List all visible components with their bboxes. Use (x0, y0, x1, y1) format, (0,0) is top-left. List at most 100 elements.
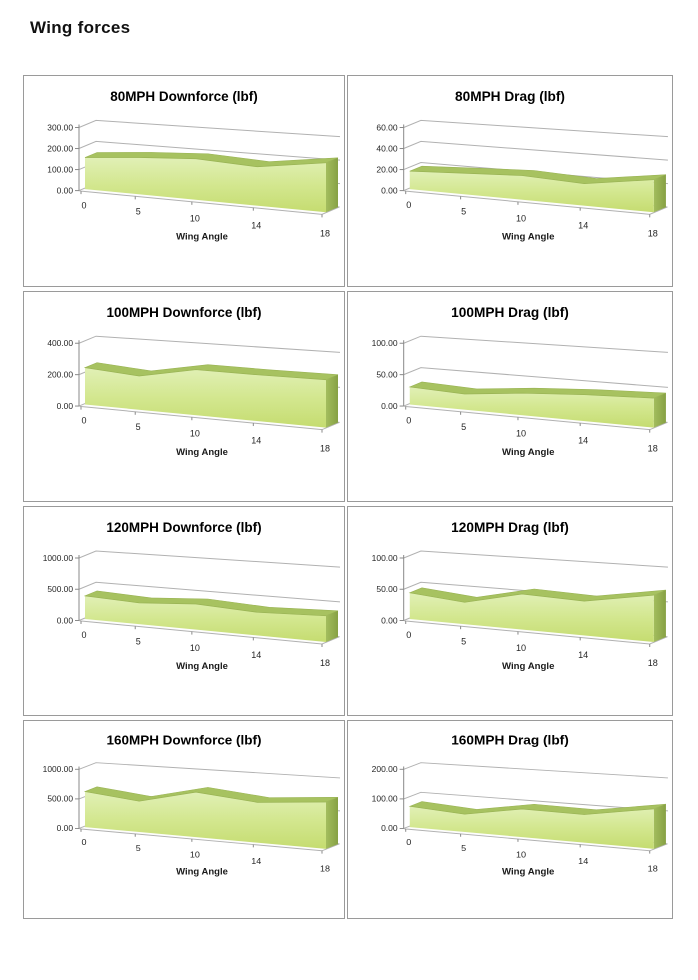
chart-80mph-downforce[interactable]: 0.00 100.00 200.00 300.00 0 5 10 14 18 Wing Angle… (23, 75, 345, 287)
x-tick-label: 14 (251, 436, 261, 446)
chart-160mph-downforce[interactable]: 0.00 500.00 1000.00 0 5 10 14 18 Wing Angle 160MP… (23, 720, 345, 919)
chart-title: 160MPH Drag (lbf) (451, 733, 569, 747)
x-tick-label: 10 (516, 213, 526, 223)
area-front-face (409, 806, 654, 849)
y-tick-label: 200.00 (47, 369, 73, 379)
y-tick-label: 0.00 (57, 615, 74, 625)
x-axis-title: Wing Angle (502, 661, 554, 672)
y-tick-label: 100.00 (47, 164, 73, 174)
chart-100mph-downforce[interactable]: 0.00 200.00 400.00 0 5 10 14 18 Wing Angle 100MPH… (23, 291, 345, 502)
chart-80mph-drag[interactable]: 0.00 20.00 40.00 60.00 0 5 10 14 18 Wing Angle 80M… (347, 75, 673, 287)
y-tick-label: 0.00 (381, 185, 398, 195)
chart-120mph-downforce[interactable]: 0.00 500.00 1000.00 0 5 10 14 18 Wing Angle 120MP… (23, 506, 345, 716)
gridline (403, 140, 668, 161)
charts-grid: 0.00 100.00 200.00 300.00 0 5 10 14 18 Wing Angle… (23, 75, 673, 919)
x-tick-label: 10 (190, 850, 200, 860)
y-tick-label: 400.00 (47, 338, 73, 348)
y-tick-label: 200.00 (47, 143, 73, 153)
y-tick-label: 1000.00 (43, 553, 74, 563)
x-tick-label: 14 (251, 220, 261, 230)
x-tick-label: 18 (648, 444, 658, 454)
x-axis-title: Wing Angle (176, 867, 228, 877)
area-front-top-edge (84, 791, 327, 803)
y-tick-label: 300.00 (47, 122, 73, 132)
x-tick-label: 10 (190, 643, 200, 653)
chart-title: 100MPH Drag (lbf) (451, 305, 569, 320)
x-tick-label: 10 (190, 429, 200, 439)
x-tick-label: 14 (251, 856, 261, 866)
area-front-top-edge (84, 595, 327, 617)
x-tick-label: 14 (251, 650, 261, 660)
x-axis-title: Wing Angle (176, 232, 228, 243)
x-axis-title: Wing Angle (502, 867, 554, 877)
x-tick-label: 14 (578, 650, 588, 660)
x-axis-title: Wing Angle (502, 232, 554, 243)
area-side-face (653, 590, 666, 642)
x-tick-label: 10 (190, 213, 200, 223)
area-side-face (326, 157, 338, 213)
y-tick-label: 1000.00 (43, 765, 74, 774)
chart-160mph-downforce-canvas: 0.00 500.00 1000.00 0 5 10 14 18 Wing Angle 160MP… (43, 733, 341, 877)
y-tick-label: 0.00 (57, 185, 74, 195)
gridline (403, 367, 668, 388)
x-tick-label: 14 (578, 220, 588, 230)
chart-80mph-downforce-canvas: 0.00 100.00 200.00 300.00 0 5 10 14 18 Wing Angle… (47, 89, 341, 243)
area-front-top-edge (84, 157, 327, 168)
area-front-top-edge (409, 386, 654, 399)
x-tick-label: 18 (648, 658, 658, 668)
chart-100mph-downforce-canvas: 0.00 200.00 400.00 0 5 10 14 18 Wing Angle 100MPH… (47, 305, 341, 458)
chart-title: 100MPH Downforce (lbf) (106, 305, 261, 320)
chart-title: 80MPH Downforce (lbf) (110, 89, 258, 104)
y-tick-label: 100.00 (372, 553, 398, 563)
area-front-face (409, 592, 654, 642)
area-side-face (326, 374, 338, 428)
x-axis-title: Wing Angle (502, 447, 554, 458)
x-tick-label: 18 (320, 658, 330, 668)
y-tick-label: 40.00 (376, 143, 398, 153)
x-tick-label: 0 (81, 200, 86, 210)
y-tick-label: 60.00 (376, 122, 398, 132)
area-front-face (85, 595, 326, 642)
area-front-face (409, 386, 654, 428)
x-tick-label: 5 (136, 636, 141, 646)
y-tick-label: 0.00 (381, 615, 398, 625)
y-tick-label: 100.00 (372, 338, 398, 348)
gridline (78, 140, 341, 161)
x-tick-label: 10 (516, 429, 526, 439)
x-tick-label: 14 (578, 856, 588, 866)
chart-160mph-drag[interactable]: 0.00 100.00 200.00 0 5 10 14 18 Wing Angle 160MPH… (347, 720, 673, 919)
chart-120mph-drag[interactable]: 0.00 50.00 100.00 0 5 10 14 18 Wing Angle 120MPH … (347, 506, 673, 716)
area-front-top-edge (409, 170, 654, 184)
x-tick-label: 5 (461, 843, 466, 853)
x-tick-label: 5 (136, 422, 141, 432)
y-tick-label: 50.00 (376, 584, 398, 594)
area-front-face (85, 791, 326, 849)
gridline (78, 119, 341, 138)
x-tick-label: 5 (136, 843, 141, 853)
x-axis-title: Wing Angle (176, 661, 228, 672)
gridline (78, 581, 341, 603)
y-tick-label: 500.00 (47, 584, 73, 594)
chart-100mph-drag[interactable]: 0.00 50.00 100.00 0 5 10 14 18 Wing Angle 100MPH … (347, 291, 673, 502)
x-tick-label: 18 (320, 444, 330, 454)
x-tick-label: 10 (516, 850, 526, 860)
y-tick-label: 20.00 (376, 164, 398, 174)
gridline (403, 762, 668, 779)
x-tick-label: 0 (406, 200, 411, 210)
x-tick-label: 0 (406, 416, 411, 426)
y-tick-label: 0.00 (381, 401, 398, 411)
x-tick-label: 18 (320, 864, 330, 874)
gridline (403, 335, 668, 353)
chart-120mph-drag-canvas: 0.00 50.00 100.00 0 5 10 14 18 Wing Angle 120MPH … (372, 520, 668, 672)
area-side-face (653, 393, 666, 428)
y-tick-label: 0.00 (381, 824, 398, 833)
area-front-top-edge (409, 592, 654, 603)
x-tick-label: 0 (81, 416, 86, 426)
chart-100mph-drag-canvas: 0.00 50.00 100.00 0 5 10 14 18 Wing Angle 100MPH … (372, 305, 668, 458)
chart-title: 120MPH Downforce (lbf) (106, 520, 261, 535)
area-side-face (653, 174, 666, 213)
chart-title: 120MPH Drag (lbf) (451, 520, 569, 535)
gridline (78, 335, 341, 353)
gridline (78, 762, 341, 779)
x-tick-label: 18 (648, 228, 658, 238)
